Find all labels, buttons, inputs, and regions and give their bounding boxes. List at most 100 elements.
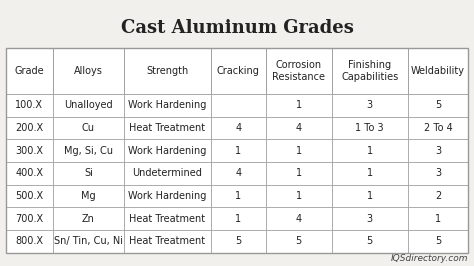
Text: 1: 1 (296, 100, 302, 110)
Bar (408, 48, 468, 94)
Text: 2 To 4: 2 To 4 (424, 123, 453, 133)
Text: Corrosion
Resistance: Corrosion Resistance (272, 60, 325, 82)
Bar (211, 48, 266, 94)
Text: Zn: Zn (82, 214, 95, 224)
Text: Work Hardening: Work Hardening (128, 146, 207, 156)
Bar (53, 230, 124, 253)
Bar (408, 162, 468, 185)
Text: 5: 5 (435, 100, 441, 110)
Text: 1: 1 (435, 214, 441, 224)
Bar (266, 162, 332, 185)
Text: Cu: Cu (82, 123, 95, 133)
Bar (53, 185, 124, 207)
Bar (332, 139, 408, 162)
Text: 2: 2 (435, 191, 441, 201)
Text: 1 To 3: 1 To 3 (356, 123, 384, 133)
Bar (124, 185, 211, 207)
Bar (6, 230, 53, 253)
Text: 1: 1 (296, 191, 302, 201)
Bar (6, 185, 53, 207)
Bar (6, 207, 53, 230)
Text: 1: 1 (367, 146, 373, 156)
Bar (266, 230, 332, 253)
Text: 300.X: 300.X (15, 146, 43, 156)
Bar (211, 117, 266, 139)
Text: Heat Treatment: Heat Treatment (129, 214, 205, 224)
Bar (266, 117, 332, 139)
Text: Undetermined: Undetermined (132, 168, 202, 178)
Bar (6, 139, 53, 162)
Text: 400.X: 400.X (15, 168, 43, 178)
Bar (266, 207, 332, 230)
Text: Work Hardening: Work Hardening (128, 100, 207, 110)
Text: Unalloyed: Unalloyed (64, 100, 113, 110)
Bar (53, 48, 124, 94)
Bar (332, 207, 408, 230)
Text: IQSdirectory.com: IQSdirectory.com (391, 254, 468, 263)
Bar (211, 185, 266, 207)
Text: Mg, Si, Cu: Mg, Si, Cu (64, 146, 113, 156)
Text: 5: 5 (296, 236, 302, 246)
Bar (408, 139, 468, 162)
Bar (211, 207, 266, 230)
Text: Weldability: Weldability (411, 66, 465, 76)
Bar (53, 139, 124, 162)
Text: 5: 5 (235, 236, 241, 246)
Text: Mg: Mg (81, 191, 96, 201)
Bar (408, 94, 468, 117)
Text: 5: 5 (435, 236, 441, 246)
Text: 800.X: 800.X (15, 236, 43, 246)
Bar (332, 162, 408, 185)
Text: 500.X: 500.X (15, 191, 44, 201)
Bar (266, 48, 332, 94)
Bar (266, 185, 332, 207)
Text: Work Hardening: Work Hardening (128, 191, 207, 201)
Text: 1: 1 (367, 191, 373, 201)
Text: 1: 1 (296, 168, 302, 178)
Bar (6, 48, 53, 94)
Bar (266, 139, 332, 162)
Bar (332, 230, 408, 253)
Bar (6, 94, 53, 117)
Bar (211, 162, 266, 185)
Bar (53, 207, 124, 230)
Text: 100.X: 100.X (15, 100, 43, 110)
Bar (124, 117, 211, 139)
Text: Si: Si (84, 168, 93, 178)
Text: Finishing
Capabilities: Finishing Capabilities (341, 60, 398, 82)
Text: 4: 4 (296, 214, 302, 224)
Text: 5: 5 (366, 236, 373, 246)
Bar (124, 139, 211, 162)
Text: 1: 1 (235, 214, 241, 224)
Text: Grade: Grade (15, 66, 44, 76)
Bar (408, 185, 468, 207)
Text: 1: 1 (235, 191, 241, 201)
Bar (124, 48, 211, 94)
Bar (408, 207, 468, 230)
Bar (266, 94, 332, 117)
Bar (332, 94, 408, 117)
Text: 700.X: 700.X (15, 214, 44, 224)
Text: 1: 1 (235, 146, 241, 156)
Text: 3: 3 (435, 146, 441, 156)
Text: Heat Treatment: Heat Treatment (129, 236, 205, 246)
Text: Cracking: Cracking (217, 66, 260, 76)
Text: 3: 3 (435, 168, 441, 178)
Bar (332, 185, 408, 207)
Bar (332, 117, 408, 139)
Text: 1: 1 (296, 146, 302, 156)
Text: 4: 4 (296, 123, 302, 133)
Text: 4: 4 (235, 168, 241, 178)
Bar (53, 94, 124, 117)
Bar (124, 230, 211, 253)
Bar (6, 48, 468, 253)
Bar (6, 48, 468, 253)
Bar (124, 207, 211, 230)
Bar (211, 94, 266, 117)
Bar (408, 117, 468, 139)
Bar (124, 162, 211, 185)
Text: 4: 4 (235, 123, 241, 133)
Text: 3: 3 (367, 100, 373, 110)
Text: Sn/ Tin, Cu, Ni: Sn/ Tin, Cu, Ni (54, 236, 123, 246)
Text: 3: 3 (367, 214, 373, 224)
